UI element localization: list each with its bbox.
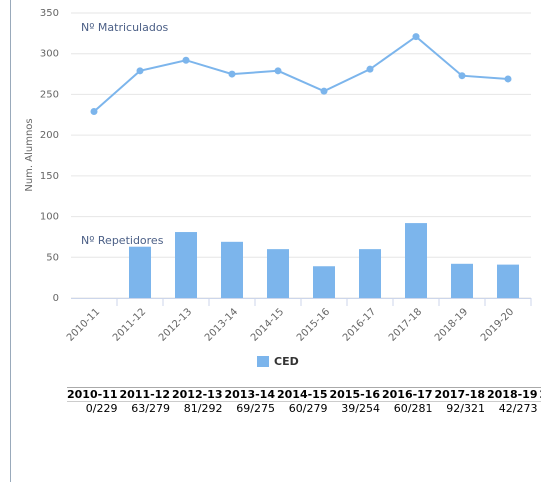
bar <box>405 223 427 298</box>
point <box>182 56 190 64</box>
x-tick-label: 2010-11 <box>65 306 102 343</box>
header-cell: 2017-18 <box>434 388 487 402</box>
legend-label: CED <box>274 355 299 368</box>
y-tick-label: 150 <box>40 171 59 182</box>
bar <box>313 266 335 298</box>
cell: 81/292 <box>183 402 223 415</box>
header-cell: 2019-20 <box>539 388 541 402</box>
point <box>412 33 420 41</box>
header-row: 2010-11 2011-12 2012-13 2013-14 2014-15 2015-… <box>67 388 541 402</box>
x-tick-label: 2011-12 <box>111 306 148 343</box>
x-tick-label: 2018-19 <box>433 306 470 343</box>
bar <box>221 241 243 298</box>
annotation: Nº Repetidores <box>81 234 164 247</box>
chart: Num. Alumnos Nº Matriculados Nº Repetido… <box>24 8 532 368</box>
x-tick-label: 2019-20 <box>479 306 516 343</box>
header-cell: 2015-16 <box>329 388 382 402</box>
table-border <box>67 387 541 388</box>
x-tick-label: 2014-15 <box>249 306 286 343</box>
x-tick-label: 2012-13 <box>157 306 194 343</box>
header-cell: 2014-15 <box>277 388 330 402</box>
cell: 60/281 <box>393 402 433 415</box>
cell: 39/254 <box>341 402 380 415</box>
header-cell: 2011-12 <box>119 388 172 402</box>
header-cell: 2016-17 <box>382 388 435 402</box>
cell: 0/229 <box>85 402 118 415</box>
row: 0/229 63/279 81/292 69/275 60/279 39/254 60/28… <box>67 402 541 415</box>
point <box>504 75 512 83</box>
x-tick-label: 2015-16 <box>295 306 332 343</box>
y-tick-label: 250 <box>40 89 59 100</box>
header-cell: 2010-11 <box>67 388 120 402</box>
x-tick-label: 2017-18 <box>387 306 424 343</box>
y-tick-label: 350 <box>40 8 59 19</box>
cell: 60/279 <box>288 402 328 415</box>
x-tick-label: 2013-14 <box>203 306 240 343</box>
point <box>228 70 236 78</box>
annotation: Nº Matriculados <box>81 21 169 34</box>
y-tick-label: 200 <box>40 130 59 141</box>
y-tick-label: 100 <box>40 212 59 223</box>
header-cell: 2013-14 <box>224 388 277 402</box>
header-cell: 2012-13 <box>172 388 225 402</box>
point <box>366 65 374 73</box>
bar <box>451 263 473 298</box>
y-tick-label: 0 <box>53 293 59 304</box>
y-tick-label: 300 <box>40 49 59 60</box>
bar <box>267 249 289 298</box>
legend-swatch <box>257 356 269 367</box>
point <box>458 72 466 80</box>
point <box>136 67 144 75</box>
cell: 42/273 <box>498 402 538 415</box>
point <box>274 67 282 75</box>
point <box>90 108 98 116</box>
y-axis-label: Num. Alumnos <box>24 118 35 191</box>
bar <box>175 232 197 298</box>
bar <box>497 264 519 298</box>
table: 2010-11 2011-12 2012-13 2013-14 2014-15 2015-… <box>67 388 541 415</box>
point <box>320 87 328 95</box>
bar <box>129 246 151 298</box>
cell: 63/279 <box>131 402 170 415</box>
page: Num. Alumnos Nº Matriculados Nº Repetido… <box>10 0 541 482</box>
cell: 69/275 <box>236 402 275 415</box>
cell: 92/321 <box>446 402 485 415</box>
x-tick-label: 2016-17 <box>341 306 378 343</box>
line <box>93 35 509 113</box>
bar <box>359 249 381 298</box>
y-tick-label: 50 <box>46 252 59 263</box>
header-cell: 2018-19 <box>487 388 540 402</box>
